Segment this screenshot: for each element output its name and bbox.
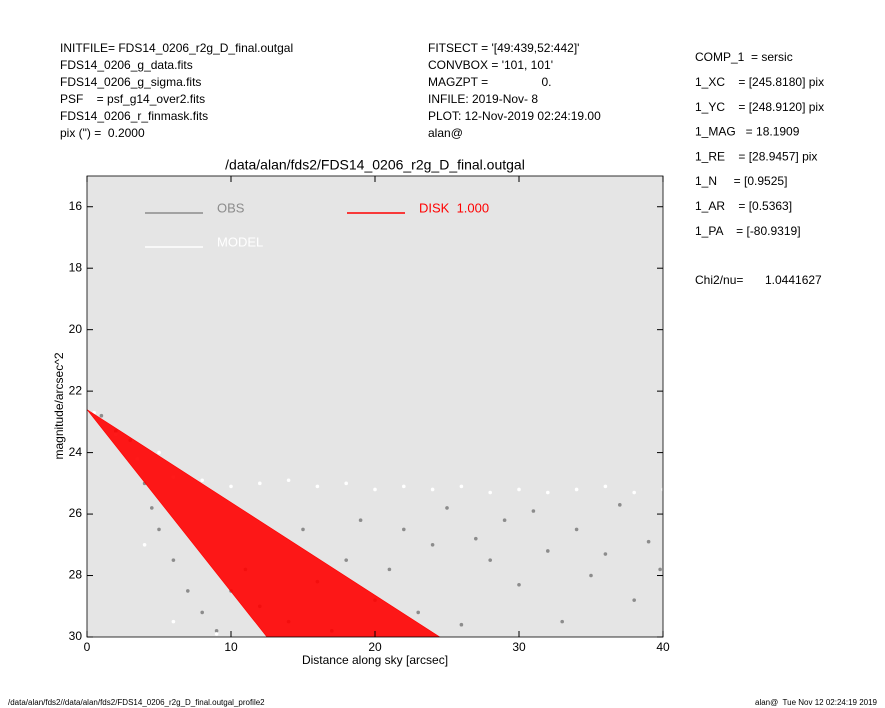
model-area [87, 409, 441, 637]
fit-parameter: 1_YC = [248.9120] pix [695, 100, 824, 114]
y-tick-label: 16 [69, 199, 83, 213]
data-point [402, 484, 406, 489]
data-point [488, 490, 493, 495]
header-line: PLOT: 12-Nov-2019 02:24:19.00 [428, 109, 601, 123]
data-point [171, 558, 176, 562]
header-line: CONVBOX = '101, 101' [428, 58, 553, 72]
data-point [546, 549, 550, 553]
data-point [618, 503, 622, 507]
data-point [99, 413, 104, 418]
fit-parameter: 1_AR = [0.5363] [695, 199, 792, 213]
header-line: PSF = psf_g14_over2.fits [60, 92, 205, 106]
data-point [358, 518, 363, 523]
x-tick-label: 40 [656, 640, 670, 654]
data-point [661, 487, 663, 492]
plot-area [87, 409, 663, 637]
data-point [186, 589, 190, 593]
y-tick-label: 18 [69, 260, 83, 274]
data-point [214, 632, 219, 636]
data-point [387, 567, 392, 572]
data-point [402, 527, 406, 532]
data-point [258, 481, 262, 486]
x-tick-label: 0 [84, 640, 91, 654]
data-point [531, 509, 536, 513]
data-point [344, 558, 349, 562]
fit-parameter: 1_MAG = 18.1909 [695, 125, 800, 139]
data-point [430, 487, 435, 492]
header-line: FITSECT = '[49:439,52:442]' [428, 41, 579, 55]
header-line: INFILE: 2019-Nov- 8 [428, 92, 538, 106]
y-tick-label: 26 [69, 506, 83, 520]
data-point [574, 527, 579, 532]
chart-title: /data/alan/fds2/FDS14_0206_r2g_D_final.o… [225, 157, 525, 173]
header-line: FDS14_0206_r_finmask.fits [60, 109, 208, 123]
footer-date: alan@ Tue Nov 12 02:24:19 2019 [755, 698, 878, 707]
y-tick-label: 20 [69, 322, 83, 336]
data-point [286, 478, 291, 483]
data-point [546, 490, 550, 495]
y-tick-label: 28 [69, 568, 83, 582]
data-point [658, 567, 662, 572]
footer-path: /data/alan/fds2//data/alan/fds2/FDS14_02… [8, 698, 265, 707]
data-point [488, 558, 493, 562]
header-line: INITFILE= FDS14_0206_r2g_D_final.outgal [60, 41, 293, 55]
fit-parameter: 1_XC = [245.8180] pix [695, 75, 824, 89]
y-tick-label: 22 [69, 383, 83, 397]
header-line: alan@ [428, 126, 463, 140]
data-point [200, 610, 204, 615]
data-point [632, 598, 636, 602]
x-tick-label: 10 [224, 640, 238, 654]
data-point [574, 487, 579, 492]
data-point [150, 506, 154, 510]
data-point [315, 484, 320, 489]
legend-label: MODEL [217, 234, 263, 249]
header-line: pix (") = 0.2000 [60, 126, 145, 140]
fit-parameter: 1_N = [0.9525] [695, 174, 787, 188]
chi2-value: 1.0441627 [765, 273, 822, 287]
data-point [416, 610, 421, 615]
fit-parameter: 1_PA = [-80.9319] [695, 224, 801, 238]
data-point [301, 527, 305, 532]
data-point [171, 619, 176, 624]
data-point [474, 536, 478, 541]
data-point [603, 484, 608, 489]
data-point [517, 487, 521, 492]
chi2-label: Chi2/nu= [695, 273, 743, 287]
data-point [603, 552, 608, 556]
data-point [589, 573, 593, 578]
data-point [445, 506, 449, 510]
x-tick-label: 20 [368, 640, 382, 654]
x-axis-label: Distance along sky [arcsec] [302, 653, 448, 667]
fit-parameter: 1_RE = [28.9457] pix [695, 149, 817, 163]
header-line: FDS14_0206_g_data.fits [60, 58, 193, 72]
data-point [373, 487, 377, 492]
data-point [502, 518, 507, 523]
data-point [157, 527, 161, 532]
header-line: MAGZPT = 0. [428, 75, 551, 89]
y-tick-label: 30 [69, 629, 83, 643]
header-line: FDS14_0206_g_sigma.fits [60, 75, 201, 89]
data-point [344, 481, 349, 486]
data-point [214, 629, 219, 633]
y-tick-label: 24 [69, 445, 83, 459]
data-point [459, 484, 464, 489]
plot-background [87, 176, 663, 637]
data-point [157, 450, 161, 455]
data-point [229, 484, 233, 489]
data-point [646, 539, 651, 544]
y-axis-label: magnitude/arcsec^2 [52, 352, 66, 459]
data-point [560, 619, 564, 624]
legend-label: OBS [217, 200, 245, 215]
x-tick-label: 30 [512, 640, 526, 654]
data-point [200, 478, 204, 483]
legend-label: DISK 1.000 [419, 200, 489, 215]
data-point [459, 622, 464, 627]
fit-parameter: COMP_1 = sersic [695, 50, 793, 64]
data-point [430, 543, 435, 547]
data-point [632, 490, 636, 495]
data-point [142, 543, 147, 547]
data-point [517, 582, 521, 587]
